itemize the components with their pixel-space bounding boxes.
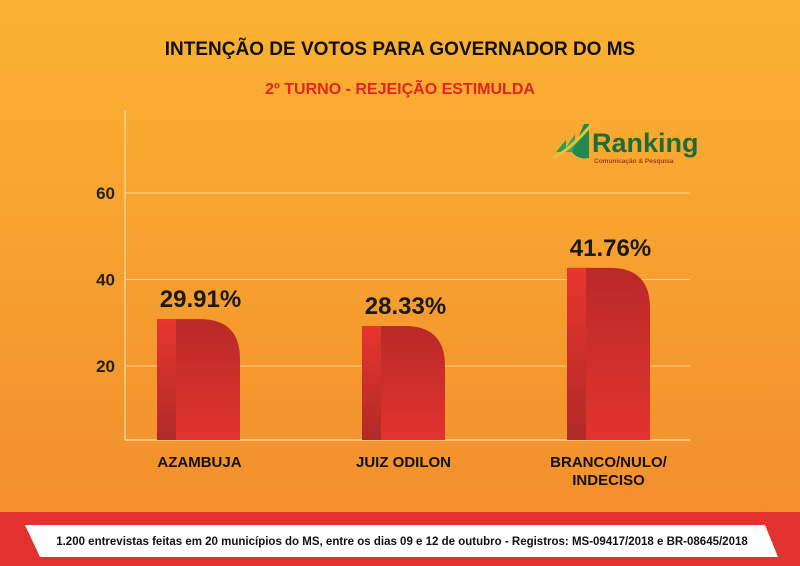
logo-bar-icon — [556, 140, 566, 152]
bar-body — [362, 325, 445, 440]
bar-body — [157, 319, 240, 440]
bar-body — [567, 267, 650, 440]
logo-name: Ranking — [592, 128, 699, 158]
ranking-logo: Ranking Comunicação & Pesquisa — [552, 123, 699, 165]
chart-subtitle: 2º TURNO - REJEIÇÃO ESTIMULDA — [265, 78, 535, 98]
bar — [362, 325, 445, 440]
x-category-label: INDECISO — [572, 472, 645, 489]
y-tick-label: 60 — [96, 184, 115, 203]
bar-front-face — [362, 325, 381, 440]
y-tick-label: 20 — [96, 357, 115, 376]
data-label: 29.91% — [160, 286, 241, 313]
bar-front-face — [567, 267, 586, 440]
footer-banner — [25, 525, 778, 557]
logo-tagline: Comunicação & Pesquisa — [594, 158, 674, 165]
data-label: 41.76% — [570, 235, 651, 262]
y-tick-label: 40 — [96, 271, 115, 290]
bar — [567, 267, 650, 440]
x-category-label: AZAMBUJA — [157, 454, 241, 471]
x-category-label: JUIZ ODILON — [356, 454, 451, 471]
bar-front-face — [157, 319, 176, 440]
footer-text: 1.200 entrevistas feitas em 20 município… — [56, 536, 748, 548]
bar — [157, 319, 240, 440]
data-label: 28.33% — [365, 293, 446, 320]
x-category-label: BRANCO/NULO/ — [550, 454, 667, 471]
chart-title: INTENÇÃO DE VOTOS PARA GOVERNADOR DO MS — [165, 38, 635, 60]
